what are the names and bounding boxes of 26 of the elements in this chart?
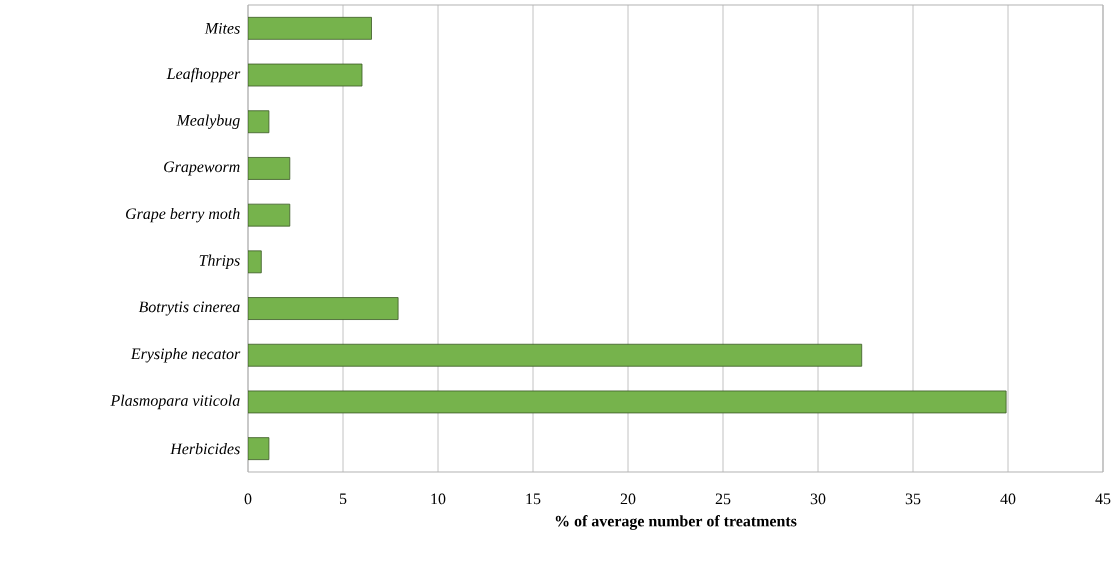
y-tick-label: Grape berry moth xyxy=(126,207,240,223)
bar xyxy=(248,390,1007,414)
x-tick-label: 35 xyxy=(905,493,921,505)
x-tick-label: 20 xyxy=(620,493,636,505)
x-tick-label: 0 xyxy=(244,493,252,505)
x-tick-label: 30 xyxy=(810,493,826,505)
x-tick-label: 45 xyxy=(1095,493,1111,505)
y-tick-label: Erysiphe necator xyxy=(130,347,241,363)
x-tick-label: 10 xyxy=(431,493,446,505)
bar xyxy=(248,297,399,320)
y-tick-label: Botrytis cinerea xyxy=(138,301,240,316)
y-tick-label: Leafhopper xyxy=(166,67,241,83)
x-axis-title: % of average number of treatments xyxy=(555,515,797,530)
y-tick-label: Grapeworm xyxy=(164,161,240,176)
x-tick-label: 15 xyxy=(526,493,541,505)
bar xyxy=(248,343,863,367)
x-tick-label: 5 xyxy=(339,493,347,505)
y-tick-label: Herbicides xyxy=(170,443,240,455)
bar xyxy=(248,16,372,40)
y-tick-label: Thrips xyxy=(199,254,240,270)
y-tick-label: Mealybug xyxy=(176,114,240,129)
y-tick-label: Mites xyxy=(204,22,240,34)
x-tick-label: 40 xyxy=(1000,493,1016,505)
x-tick-label: 25 xyxy=(715,493,731,505)
bar xyxy=(248,157,291,180)
y-tick-label: Plasmopara viticola xyxy=(110,394,240,410)
